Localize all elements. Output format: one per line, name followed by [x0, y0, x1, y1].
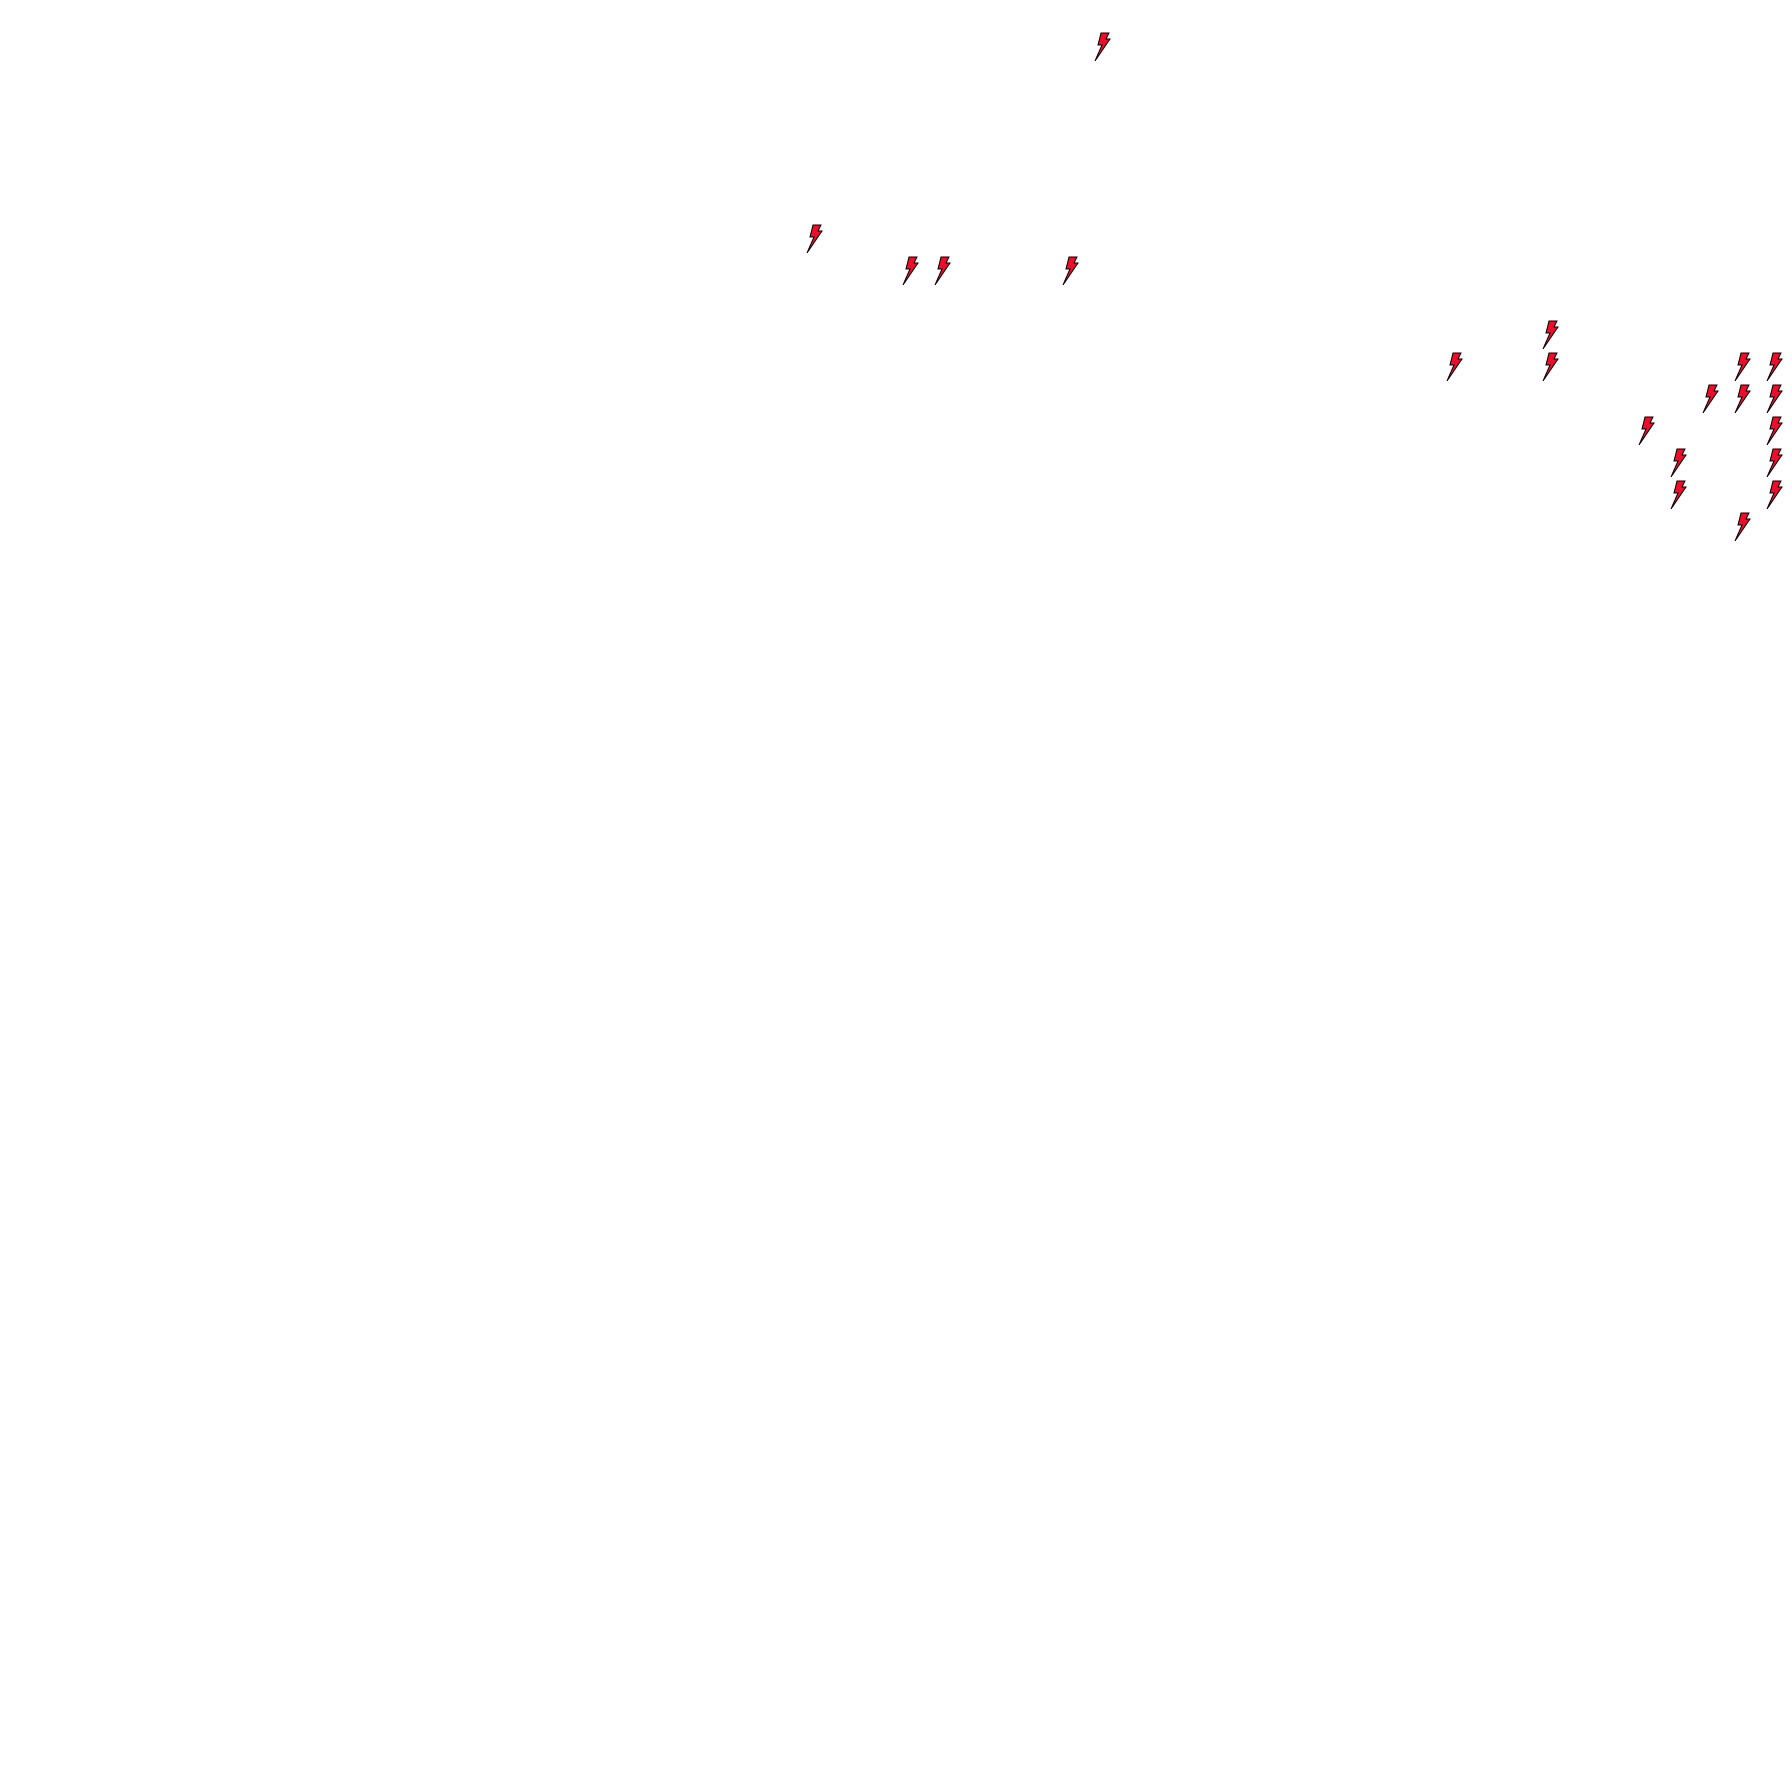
lightning-icon	[1542, 352, 1559, 382]
lightning-icon	[1734, 512, 1751, 542]
lightning-icon	[1702, 384, 1719, 414]
lightning-icon	[1734, 384, 1751, 414]
lightning-icon	[1638, 416, 1655, 446]
lightning-icon	[806, 224, 823, 254]
lightning-icon	[1766, 480, 1783, 510]
lightning-icon	[1766, 384, 1783, 414]
lightning-markers	[806, 32, 1783, 542]
lightning-icon	[1542, 320, 1559, 350]
lightning-icon	[1670, 448, 1687, 478]
lightning-icon	[1094, 32, 1111, 62]
lightning-icon	[1766, 416, 1783, 446]
lightning-icon	[1446, 352, 1463, 382]
lightning-icon	[1766, 448, 1783, 478]
lightning-icon	[934, 256, 951, 286]
lightning-icon	[1670, 480, 1687, 510]
lightning-icon	[1062, 256, 1079, 286]
lightning-icon	[902, 256, 919, 286]
lightning-icon	[1766, 352, 1783, 382]
lightning-icon	[1734, 352, 1751, 382]
